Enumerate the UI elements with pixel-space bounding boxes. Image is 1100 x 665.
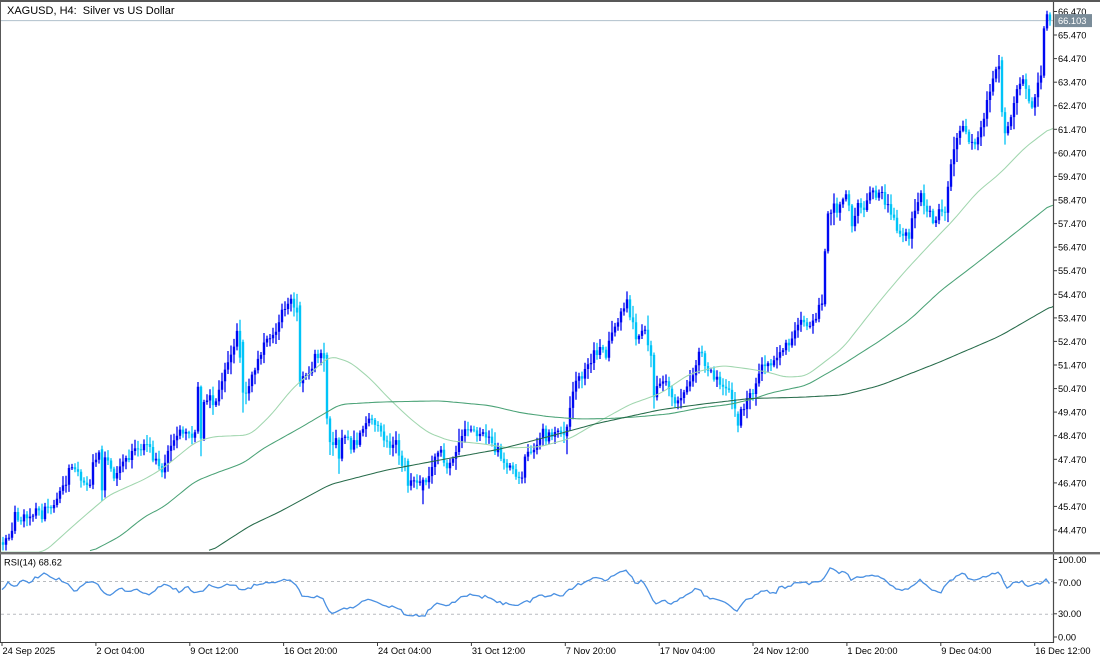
svg-text:49.470: 49.470 [1058, 408, 1086, 418]
svg-text:0.00: 0.00 [1058, 633, 1076, 643]
svg-text:46.470: 46.470 [1058, 478, 1086, 488]
svg-text:16 Dec 12:00: 16 Dec 12:00 [1035, 646, 1090, 656]
svg-text:XAGUSD, H4: Silver vs US Doll: XAGUSD, H4: Silver vs US Dollar [7, 5, 175, 17]
svg-text:9 Oct 12:00: 9 Oct 12:00 [190, 646, 238, 656]
svg-text:60.470: 60.470 [1058, 148, 1086, 158]
svg-text:55.470: 55.470 [1058, 266, 1086, 276]
svg-text:9 Dec 04:00: 9 Dec 04:00 [941, 646, 991, 656]
svg-text:1 Dec 20:00: 1 Dec 20:00 [847, 646, 897, 656]
svg-text:31 Oct 12:00: 31 Oct 12:00 [472, 646, 525, 656]
svg-text:53.470: 53.470 [1058, 313, 1086, 323]
svg-text:50.470: 50.470 [1058, 384, 1086, 394]
svg-text:24 Sep 2025: 24 Sep 2025 [3, 646, 56, 656]
svg-text:63.470: 63.470 [1058, 78, 1086, 88]
svg-text:RSI(14) 68.62: RSI(14) 68.62 [4, 558, 62, 568]
svg-text:59.470: 59.470 [1058, 172, 1086, 182]
svg-text:17 Nov 04:00: 17 Nov 04:00 [660, 646, 715, 656]
svg-text:66.470: 66.470 [1058, 7, 1086, 17]
svg-text:100.00: 100.00 [1058, 555, 1086, 565]
svg-text:54.470: 54.470 [1058, 290, 1086, 300]
svg-text:65.470: 65.470 [1058, 31, 1086, 41]
svg-text:24 Oct 04:00: 24 Oct 04:00 [378, 646, 431, 656]
svg-text:30.00: 30.00 [1058, 609, 1081, 619]
svg-text:44.470: 44.470 [1058, 526, 1086, 536]
svg-text:62.470: 62.470 [1058, 101, 1086, 111]
svg-text:47.470: 47.470 [1058, 455, 1086, 465]
svg-text:24 Nov 12:00: 24 Nov 12:00 [754, 646, 809, 656]
svg-text:45.470: 45.470 [1058, 502, 1086, 512]
svg-text:2 Oct 04:00: 2 Oct 04:00 [96, 646, 144, 656]
svg-text:56.470: 56.470 [1058, 243, 1086, 253]
svg-text:61.470: 61.470 [1058, 125, 1086, 135]
svg-text:64.470: 64.470 [1058, 54, 1086, 64]
svg-text:70.00: 70.00 [1058, 578, 1081, 588]
svg-text:48.470: 48.470 [1058, 431, 1086, 441]
svg-text:58.470: 58.470 [1058, 196, 1086, 206]
svg-text:7 Nov 20:00: 7 Nov 20:00 [566, 646, 616, 656]
svg-text:66.103: 66.103 [1058, 16, 1086, 26]
svg-text:16 Oct 20:00: 16 Oct 20:00 [284, 646, 337, 656]
svg-text:52.470: 52.470 [1058, 337, 1086, 347]
svg-text:57.470: 57.470 [1058, 219, 1086, 229]
svg-text:51.470: 51.470 [1058, 361, 1086, 371]
